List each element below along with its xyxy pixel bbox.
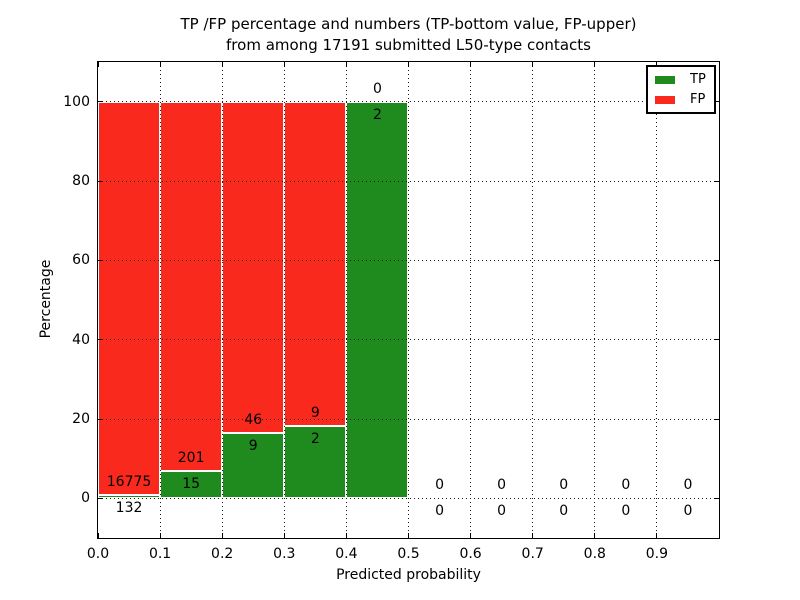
x-tick-mark-bottom [656,533,658,538]
y-tick-mark-left [98,418,103,420]
bar-label-tp: 9 [248,438,258,455]
bar-label-fp: 201 [177,449,205,466]
bar-label-fp: 16775 [106,474,152,491]
bar-label-fp: 0 [372,80,382,97]
bar-label-fp: 0 [683,477,693,494]
x-tick-mark-bottom [221,533,223,538]
gridline-vertical [656,62,658,538]
x-tick-mark-top [283,62,285,67]
legend-row: TP [655,72,714,87]
x-tick-mark-top [408,62,409,67]
bar-segment-tp [346,101,409,499]
bar-label-fp: 46 [244,412,263,429]
legend-swatch-fp [655,95,675,104]
bar-segment-tp [160,470,223,499]
chart-title: TP /FP percentage and numbers (TP-bottom… [97,14,720,56]
x-tick-label: 0.3 [273,546,296,562]
y-tick-label: 80 [72,173,90,189]
plot-area: 0.0 0.1 0.2 0.3 0.4 0.5 0.6 0.7 0.8 0.9 0 20 40 60 80 1… [63,61,720,562]
x-tick-mark-top [159,62,161,67]
y-tick-mark-left [98,339,103,341]
bar-segment-fp [98,101,161,496]
x-tick-label: 0.2 [211,546,234,562]
y-tick-mark-right [714,259,719,261]
y-tick-mark-right [714,339,719,341]
x-tick-mark-top [470,62,472,67]
x-axis-label: Predicted probability [336,567,481,583]
bar-segment-tp [284,426,347,499]
gridline-vertical [470,62,472,538]
chart-title-line2: from among 17191 submitted L50-type cont… [226,36,591,54]
y-tick-mark-left [98,497,103,499]
y-tick-mark-right [714,101,719,103]
bar-label-fp: 0 [621,477,631,494]
bar-segment-tp [98,495,161,499]
y-tick-mark-right [714,180,719,182]
gridline-vertical [159,62,161,538]
bar-segment-fp [284,101,347,427]
x-tick-mark-top [656,62,658,67]
gridline-vertical [283,62,285,538]
x-tick-mark-bottom [97,533,99,538]
legend-swatch-tp [655,75,675,84]
x-tick-mark-bottom [283,533,285,538]
y-tick-label: 0 [81,490,90,507]
bar-label-tp: 0 [497,503,507,520]
legend-row: FP [655,92,714,107]
x-tick-mark-top [221,62,223,67]
legend-label-tp: TP [690,72,706,87]
gridline-vertical [408,62,409,538]
bar-label-tp: 0 [435,503,445,520]
gridline-vertical [221,62,223,538]
x-tick-label: 0.8 [583,546,606,562]
legend-label-fp: FP [690,92,706,107]
bar-label-tp: 2 [310,431,320,448]
bar-label-tp: 0 [621,503,631,520]
bar-segment-fp [222,101,285,434]
x-tick-mark-bottom [408,533,409,538]
bar-label-fp: 9 [310,405,320,422]
x-tick-label: 0.1 [148,546,172,562]
y-axis-label: Percentage [38,259,54,339]
x-tick-mark-bottom [532,533,534,538]
legend: TP FP [646,65,716,114]
y-tick-label: 60 [72,252,90,269]
x-tick-label: 0.7 [521,546,544,562]
bar-label-fp: 0 [559,477,569,494]
x-tick-mark-top [345,62,347,67]
y-tick-mark-left [98,101,103,103]
gridline-vertical [345,62,347,538]
x-tick-label: 0.5 [397,546,420,562]
gridline-vertical [532,62,534,538]
bar-label-fp: 0 [435,477,445,494]
x-tick-label: 0.9 [645,546,669,562]
bar-segment-fp [160,101,223,471]
x-tick-mark-top [97,62,99,67]
x-tick-mark-bottom [594,533,596,538]
x-tick-label: 0.4 [335,546,358,562]
x-tick-mark-bottom [345,533,347,538]
x-tick-mark-top [594,62,596,67]
chart-title-line1: TP /FP percentage and numbers (TP-bottom… [180,15,637,33]
bar-label-fp: 0 [497,477,507,494]
x-tick-label: 0.0 [86,546,110,562]
x-tick-mark-top [532,62,534,67]
x-tick-mark-bottom [159,533,161,538]
bar-label-tp: 0 [559,503,569,520]
bar-label-tp: 0 [683,503,693,520]
bar-label-tp: 2 [372,106,382,123]
x-tick-label: 0.6 [459,546,482,562]
y-tick-mark-left [98,259,103,261]
y-tick-label: 100 [63,93,90,110]
y-tick-label: 20 [72,411,90,427]
bar-label-tp: 132 [115,500,143,517]
y-tick-label: 40 [72,331,90,348]
y-tick-mark-right [714,418,719,420]
bar-label-tp: 15 [182,475,201,492]
gridline-vertical [594,62,596,538]
y-tick-mark-right [714,497,719,499]
y-tick-mark-left [98,180,103,182]
x-tick-mark-bottom [470,533,472,538]
